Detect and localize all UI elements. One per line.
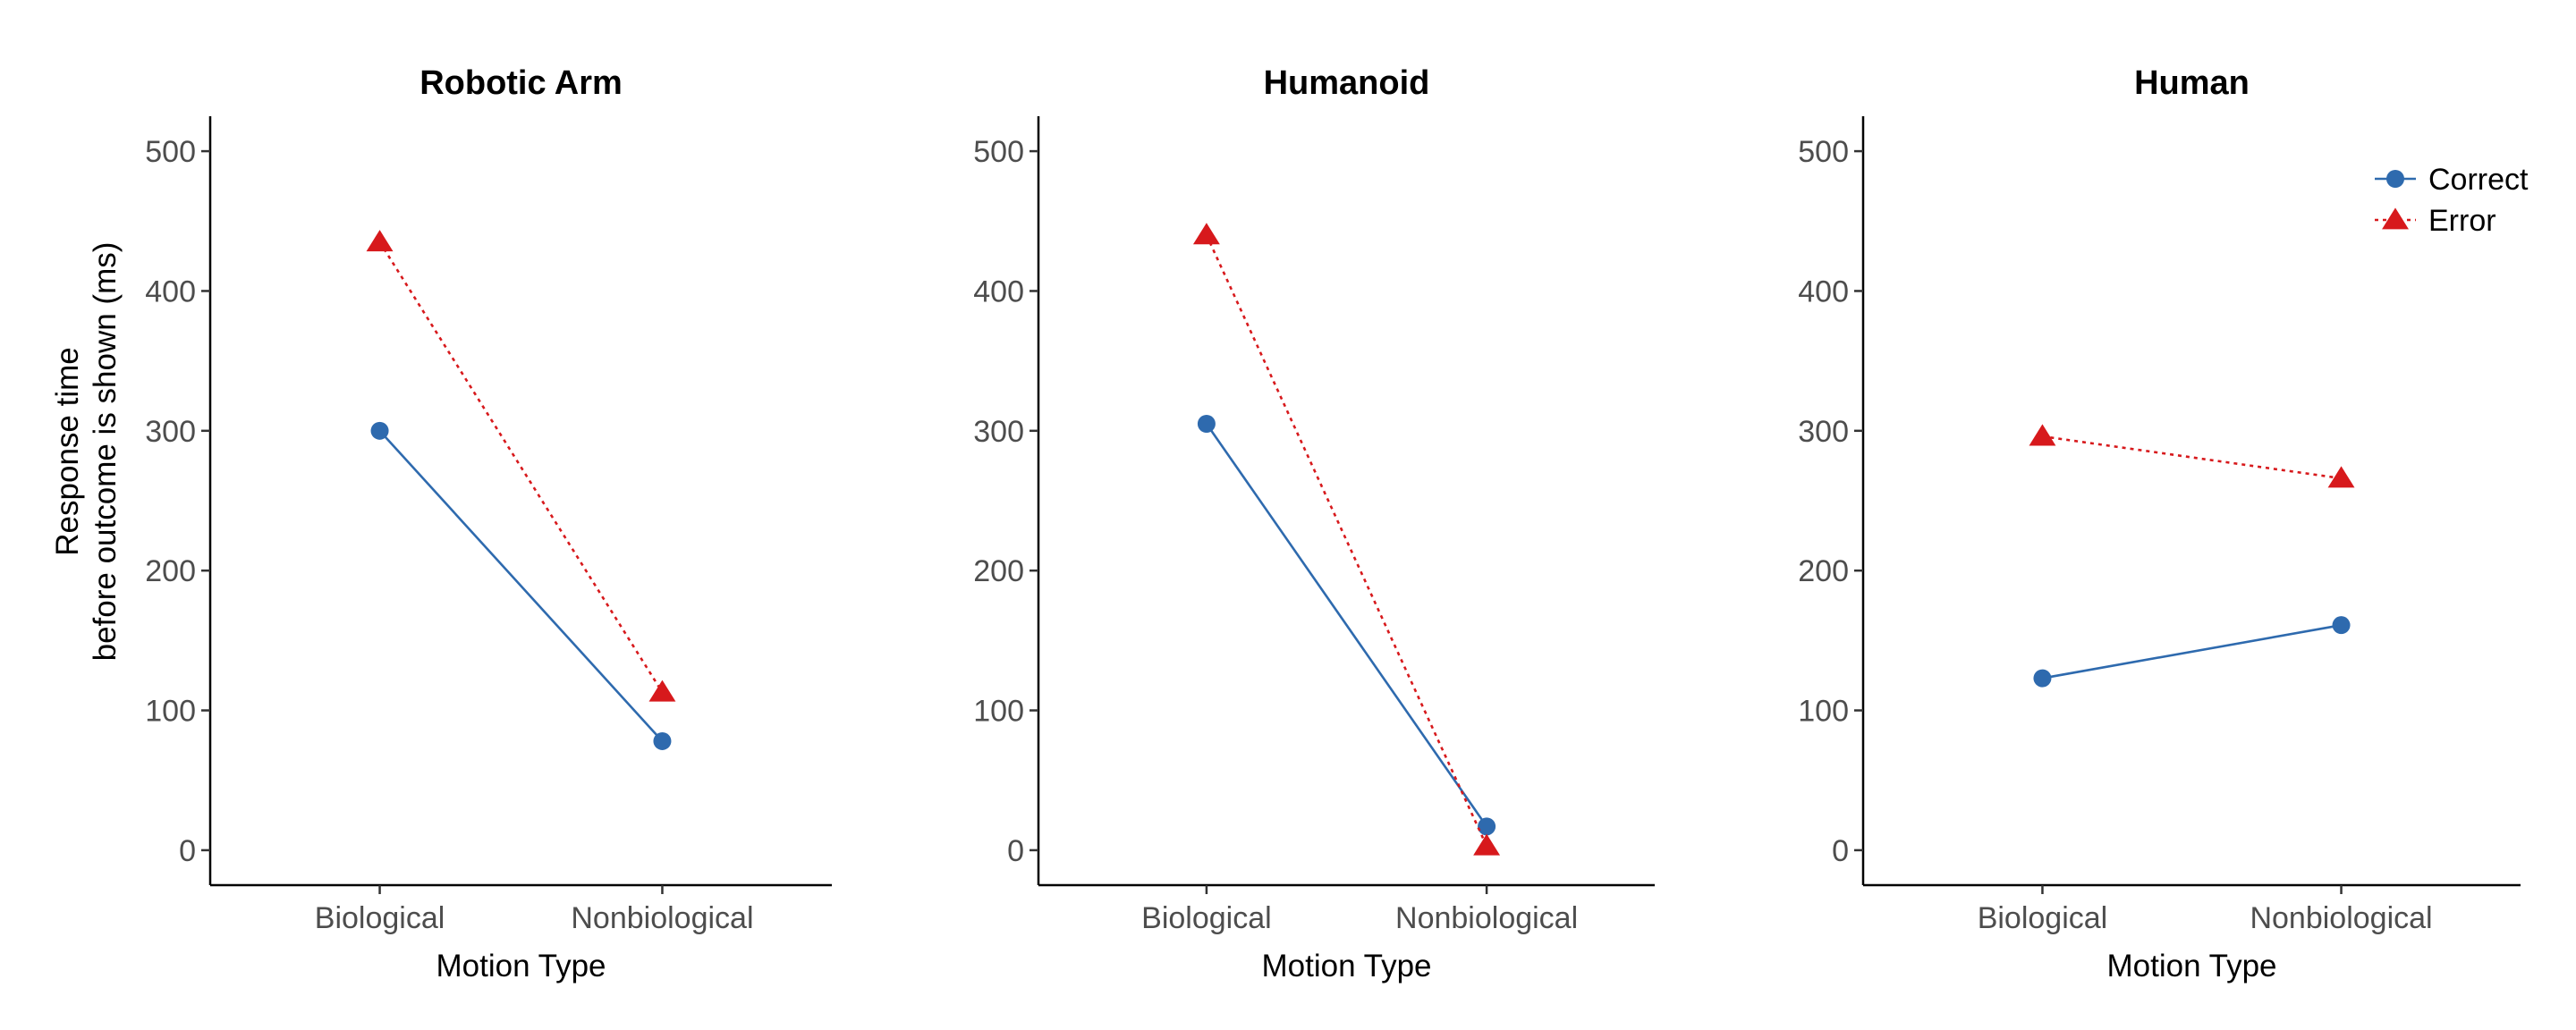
- y-tick-label: 100: [973, 695, 1024, 729]
- legend-label: Correct: [2428, 163, 2529, 197]
- legend-key-marker: [2386, 170, 2404, 188]
- legend-entry-error: Error: [2375, 204, 2496, 238]
- y-tick-label: 400: [973, 274, 1024, 308]
- series-line: [378, 429, 664, 742]
- chart-panels: Robotic Arm 0 100 200 300 400 500 Biological Non…: [50, 64, 2521, 984]
- y-tick-label: 200: [1798, 554, 1849, 588]
- y-tick-label: 0: [1007, 834, 1024, 868]
- data-point: [2029, 424, 2056, 446]
- y-tick-label: 0: [1832, 834, 1849, 868]
- series-line: [1205, 234, 1488, 847]
- series-correct: [1197, 415, 1496, 836]
- data-point: [366, 230, 394, 252]
- y-tick-label: 300: [1798, 415, 1849, 449]
- legend-entry-correct: Correct: [2375, 163, 2529, 197]
- x-axis-title: Motion Type: [436, 949, 606, 984]
- legend-label: Error: [2428, 204, 2496, 238]
- y-tick-label: 100: [145, 695, 196, 729]
- data-point: [2332, 616, 2351, 635]
- y-axis-title: Response time: [50, 347, 85, 555]
- legend-key-marker: [2382, 207, 2409, 230]
- series-correct: [370, 421, 672, 750]
- x-axis-title: Motion Type: [1261, 949, 1431, 984]
- y-tick-label: 500: [973, 135, 1024, 169]
- y-tick-label: 200: [145, 554, 196, 588]
- x-tick-label: Biological: [315, 901, 445, 935]
- y-axis-title: before outcome is shown (ms): [88, 242, 123, 662]
- data-point: [1478, 817, 1496, 836]
- y-tick-label: 200: [973, 554, 1024, 588]
- data-point: [1192, 223, 1220, 245]
- data-point: [653, 731, 672, 750]
- data-point: [2033, 669, 2052, 688]
- x-axis-title: Motion Type: [2106, 949, 2276, 984]
- x-tick-label: Nonbiological: [1395, 901, 1578, 935]
- panel-3: Human 0 100 200 300 400 500 Biological Nonbiolog…: [1798, 64, 2521, 984]
- x-tick-label: Nonbiological: [2250, 901, 2432, 935]
- series-line: [2042, 623, 2342, 680]
- data-point: [1197, 415, 1216, 433]
- data-point: [2327, 466, 2355, 488]
- y-tick-label: 500: [145, 135, 196, 169]
- x-tick-label: Biological: [1978, 901, 2108, 935]
- panel-2: Humanoid 0 100 200 300 400 500 Biological Nonbio…: [973, 64, 1655, 984]
- series-line: [1205, 423, 1488, 828]
- series-line: [2042, 435, 2342, 480]
- series-error: [1192, 223, 1501, 856]
- panel-title: Humanoid: [1264, 64, 1430, 102]
- series-line: [378, 241, 664, 693]
- data-point: [1473, 833, 1501, 856]
- series-error: [366, 230, 676, 702]
- y-tick-label: 300: [973, 415, 1024, 449]
- legend: Correct Error: [2375, 163, 2529, 238]
- y-tick-label: 300: [145, 415, 196, 449]
- y-tick-label: 400: [145, 274, 196, 308]
- series-correct: [2033, 616, 2351, 688]
- y-tick-label: 500: [1798, 135, 1849, 169]
- series-error: [2029, 424, 2355, 488]
- panel-title: Robotic Arm: [419, 64, 623, 102]
- y-tick-label: 100: [1798, 695, 1849, 729]
- data-point: [370, 421, 389, 440]
- data-point: [648, 680, 676, 702]
- x-tick-label: Biological: [1141, 901, 1272, 935]
- y-tick-label: 400: [1798, 274, 1849, 308]
- x-tick-label: Nonbiological: [571, 901, 753, 935]
- panel-1: Robotic Arm 0 100 200 300 400 500 Biological Non…: [50, 64, 832, 984]
- y-tick-label: 0: [179, 834, 196, 868]
- panel-title: Human: [2134, 64, 2250, 102]
